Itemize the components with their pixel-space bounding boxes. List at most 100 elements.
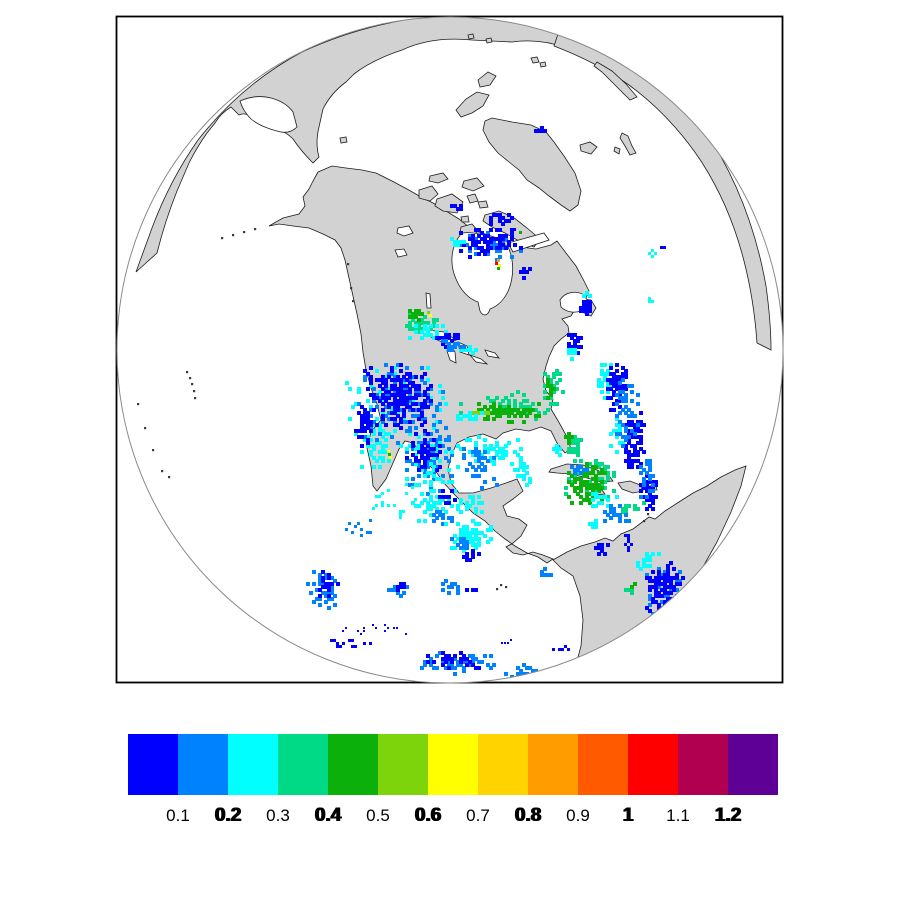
data-cell [417, 387, 421, 391]
data-cell [375, 504, 378, 507]
data-cell [462, 534, 466, 538]
data-cell [420, 456, 424, 460]
data-cell [459, 417, 463, 421]
data-cell [384, 399, 388, 403]
data-cell [648, 297, 651, 300]
data-cell [585, 489, 589, 493]
data-cell [525, 408, 529, 412]
data-cell [387, 396, 391, 400]
data-cell [474, 459, 478, 463]
data-cell [567, 435, 571, 439]
data-cell [381, 447, 385, 451]
data-cell [531, 669, 535, 673]
data-cell [636, 420, 640, 424]
data-cell [633, 450, 637, 454]
data-cell [648, 498, 652, 502]
data-cell [381, 399, 385, 403]
data-cell [501, 234, 505, 238]
data-cell [396, 393, 400, 397]
data-cell [387, 402, 391, 406]
data-cell [585, 486, 589, 490]
data-cell [642, 480, 646, 484]
data-cell [465, 588, 469, 592]
data-cell [444, 501, 448, 505]
data-cell [624, 450, 628, 454]
data-cell [399, 393, 403, 397]
data-cell [474, 537, 478, 541]
data-cell [381, 417, 385, 421]
data-cell [423, 432, 427, 436]
data-cell [405, 396, 409, 400]
data-cell [468, 504, 472, 508]
data-cell [366, 531, 369, 534]
data-cell [627, 441, 631, 445]
data-cell [624, 396, 628, 400]
land-prince-of-wales [466, 193, 479, 204]
data-cell [492, 663, 496, 667]
data-cell [654, 576, 658, 580]
data-cell [462, 555, 466, 559]
data-cell [453, 534, 457, 538]
data-cell [552, 375, 556, 379]
data-cell [420, 402, 424, 406]
data-cell [567, 432, 571, 436]
data-cell [414, 432, 418, 436]
data-cell [585, 462, 589, 466]
data-cell [378, 378, 382, 382]
data-cell [360, 417, 364, 421]
data-cell [465, 525, 469, 529]
data-cell [450, 585, 454, 589]
data-cell [528, 267, 532, 271]
data-cell [606, 543, 610, 547]
data-cell [639, 420, 643, 424]
data-cell [618, 393, 622, 397]
data-cell [579, 459, 583, 463]
data-cell [507, 399, 511, 403]
data-cell [384, 384, 388, 388]
data-cell [474, 510, 478, 514]
data-cell [465, 558, 469, 562]
data-cell [444, 495, 448, 499]
data-cell [342, 642, 345, 645]
data-cell [501, 237, 505, 241]
data-cell [438, 384, 442, 388]
data-cell [444, 339, 448, 343]
data-cell [678, 582, 682, 586]
data-cell [645, 558, 649, 562]
data-cell [471, 531, 475, 535]
data-cell [648, 555, 652, 559]
data-cell [408, 381, 412, 385]
data-cell [453, 540, 457, 544]
data-cell [423, 390, 427, 394]
colorbar-tick-label: 1 [622, 805, 634, 826]
data-cell [570, 357, 574, 361]
data-cell [360, 633, 362, 635]
data-cell [381, 501, 384, 504]
data-cell [432, 444, 436, 448]
data-cell [513, 399, 517, 403]
data-cell [387, 375, 391, 379]
data-cell [501, 399, 505, 403]
data-cell [651, 585, 655, 589]
data-cell [441, 339, 445, 343]
data-cell [321, 570, 325, 574]
data-cell [609, 387, 613, 391]
data-cell [324, 582, 328, 586]
data-cell [435, 654, 439, 658]
data-cell [312, 600, 316, 604]
data-cell [612, 384, 616, 388]
data-cell [408, 309, 412, 313]
data-cell [405, 483, 408, 486]
data-cell [618, 378, 622, 382]
data-cell [387, 459, 391, 463]
data-cell [591, 489, 595, 493]
data-cell [393, 402, 397, 406]
data-cell [606, 387, 610, 391]
data-cell [411, 486, 414, 489]
data-cell [573, 339, 577, 343]
data-cell [654, 591, 658, 595]
data-cell [354, 645, 357, 648]
colorbar-labels: 0.1 0.2 0.3 0.4 0.5 0.6 0.7 0.8 0.9 1 1.… [153, 804, 753, 828]
data-cell [369, 429, 373, 433]
data-cell [459, 546, 463, 550]
